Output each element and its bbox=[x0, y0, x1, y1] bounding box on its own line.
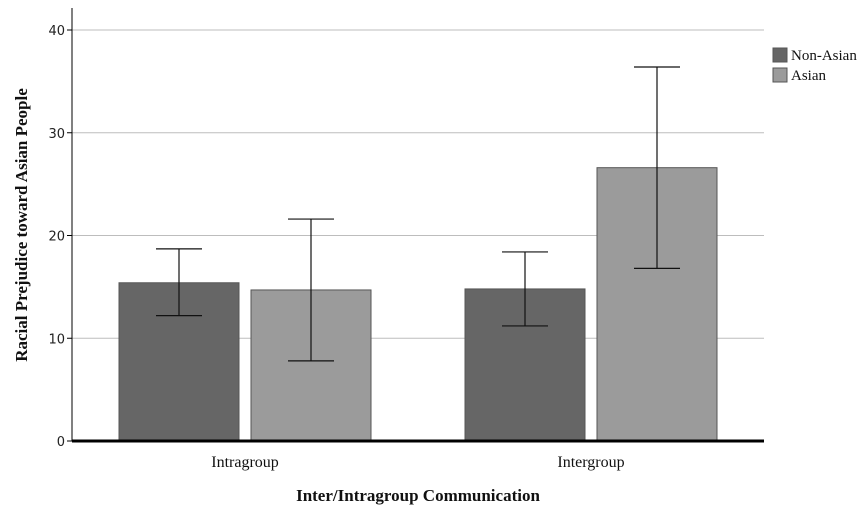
error-bars bbox=[156, 66, 680, 362]
y-axis-title: Racial Prejudice toward Asian People bbox=[12, 88, 31, 362]
y-tick-label: 0 bbox=[57, 435, 65, 450]
x-tick-label: Intergroup bbox=[557, 454, 624, 471]
y-tick-label: 10 bbox=[48, 332, 65, 347]
x-tick-label: Intragroup bbox=[211, 454, 279, 471]
legend-swatch bbox=[772, 47, 788, 63]
legend-label: Asian bbox=[791, 68, 826, 84]
y-tick-label: 20 bbox=[48, 230, 65, 245]
y-tick-label: 40 bbox=[48, 24, 65, 39]
x-axis-title: Inter/Intragroup Communication bbox=[296, 486, 540, 505]
legend-swatch bbox=[772, 67, 788, 83]
y-tick-label: 30 bbox=[48, 127, 65, 142]
y-tick-labels: 0 10 20 30 40 bbox=[48, 24, 72, 450]
legend: Non-Asian Asian bbox=[772, 47, 857, 84]
x-tick-labels: Intragroup Intergroup bbox=[211, 454, 624, 471]
legend-label: Non-Asian bbox=[791, 48, 857, 64]
bars bbox=[118, 167, 718, 442]
